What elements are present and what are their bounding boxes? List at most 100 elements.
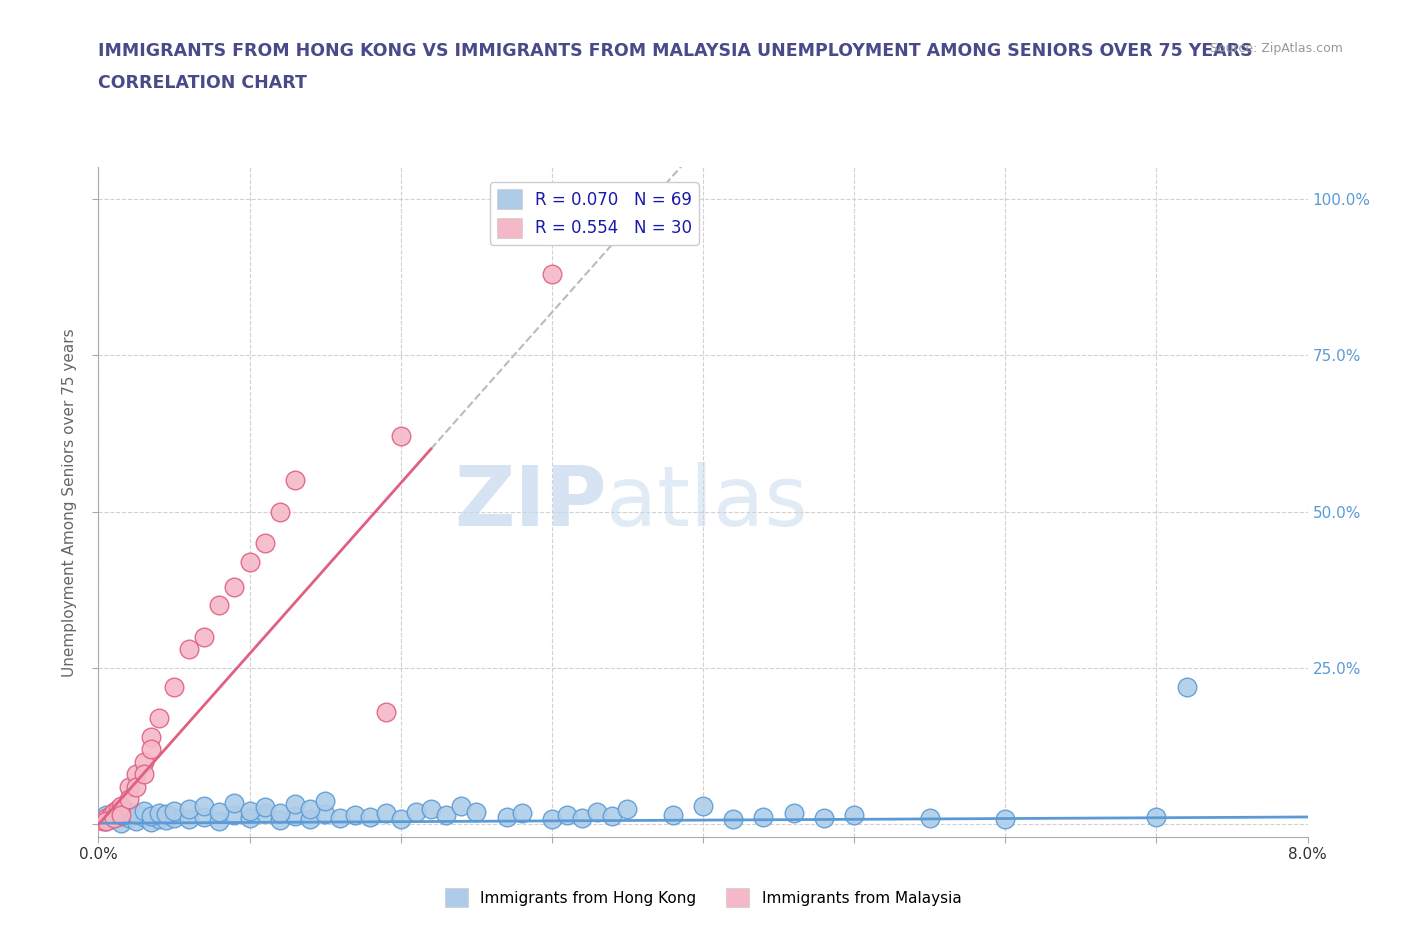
Point xyxy=(91,814,114,829)
Point xyxy=(155,806,177,821)
Point xyxy=(110,807,132,822)
Point xyxy=(125,807,148,822)
Point xyxy=(541,812,564,827)
Point xyxy=(314,793,336,808)
Point xyxy=(844,807,866,822)
Point xyxy=(314,807,336,822)
Point xyxy=(239,811,262,826)
Text: CORRELATION CHART: CORRELATION CHART xyxy=(98,74,308,92)
Point xyxy=(132,754,155,769)
Point xyxy=(148,805,170,820)
Point xyxy=(148,711,170,725)
Text: Source: ZipAtlas.com: Source: ZipAtlas.com xyxy=(1209,42,1343,55)
Point xyxy=(602,808,624,823)
Point xyxy=(100,807,122,822)
Point xyxy=(118,779,141,794)
Point xyxy=(103,812,125,827)
Point xyxy=(692,798,714,813)
Point xyxy=(495,809,517,824)
Point xyxy=(299,802,322,817)
Point xyxy=(94,807,117,822)
Point xyxy=(118,811,141,826)
Point xyxy=(616,802,638,817)
Point xyxy=(420,802,443,817)
Point xyxy=(118,804,141,819)
Point xyxy=(141,742,163,757)
Point xyxy=(1175,680,1198,695)
Point xyxy=(239,554,262,569)
Point xyxy=(94,814,117,829)
Point xyxy=(94,811,117,826)
Point xyxy=(208,598,231,613)
Point xyxy=(141,729,163,744)
Point xyxy=(132,809,155,824)
Point xyxy=(284,472,307,487)
Text: ZIP: ZIP xyxy=(454,461,606,543)
Point xyxy=(179,642,201,657)
Legend: R = 0.070   N = 69, R = 0.554   N = 30: R = 0.070 N = 69, R = 0.554 N = 30 xyxy=(489,182,699,245)
Point xyxy=(141,808,163,823)
Point xyxy=(434,807,457,822)
Point xyxy=(374,704,396,719)
Point xyxy=(103,804,125,819)
Point xyxy=(269,813,291,828)
Point xyxy=(110,816,132,830)
Point xyxy=(329,811,352,826)
Point xyxy=(208,804,231,819)
Point xyxy=(299,811,322,826)
Point xyxy=(571,811,593,826)
Y-axis label: Unemployment Among Seniors over 75 years: Unemployment Among Seniors over 75 years xyxy=(62,328,77,676)
Point xyxy=(110,809,132,824)
Point xyxy=(1146,809,1168,824)
Point xyxy=(125,779,148,794)
Point xyxy=(360,809,382,824)
Point xyxy=(723,812,745,827)
Point xyxy=(107,802,129,817)
Point xyxy=(224,807,246,822)
Point xyxy=(132,804,155,818)
Point xyxy=(103,811,125,826)
Point xyxy=(224,579,246,594)
Point xyxy=(110,798,132,813)
Point xyxy=(148,811,170,826)
Point xyxy=(389,429,412,444)
Point xyxy=(541,266,564,281)
Point xyxy=(193,798,215,813)
Point xyxy=(918,811,941,826)
Legend: Immigrants from Hong Kong, Immigrants from Malaysia: Immigrants from Hong Kong, Immigrants fr… xyxy=(439,883,967,913)
Point xyxy=(155,813,177,828)
Point xyxy=(224,795,246,810)
Point xyxy=(94,814,117,829)
Point xyxy=(555,807,578,822)
Point xyxy=(253,805,276,820)
Point xyxy=(163,804,186,818)
Point xyxy=(125,767,148,782)
Point xyxy=(405,804,427,819)
Point xyxy=(284,809,307,824)
Point xyxy=(132,767,155,782)
Point xyxy=(163,810,186,825)
Point xyxy=(284,797,307,812)
Point xyxy=(450,798,472,813)
Point xyxy=(193,630,215,644)
Point xyxy=(662,807,685,822)
Point xyxy=(125,814,148,829)
Point xyxy=(344,807,367,822)
Point xyxy=(465,804,488,819)
Point xyxy=(253,536,276,551)
Point xyxy=(141,815,163,830)
Point xyxy=(374,805,396,820)
Text: atlas: atlas xyxy=(606,461,808,543)
Point xyxy=(163,680,186,695)
Point xyxy=(269,504,291,519)
Point xyxy=(193,809,215,824)
Point xyxy=(118,792,141,807)
Point xyxy=(510,805,533,820)
Point xyxy=(253,800,276,815)
Point xyxy=(269,805,291,820)
Point xyxy=(586,804,609,819)
Point xyxy=(179,802,201,817)
Point xyxy=(239,804,262,818)
Point xyxy=(208,814,231,829)
Point xyxy=(179,812,201,827)
